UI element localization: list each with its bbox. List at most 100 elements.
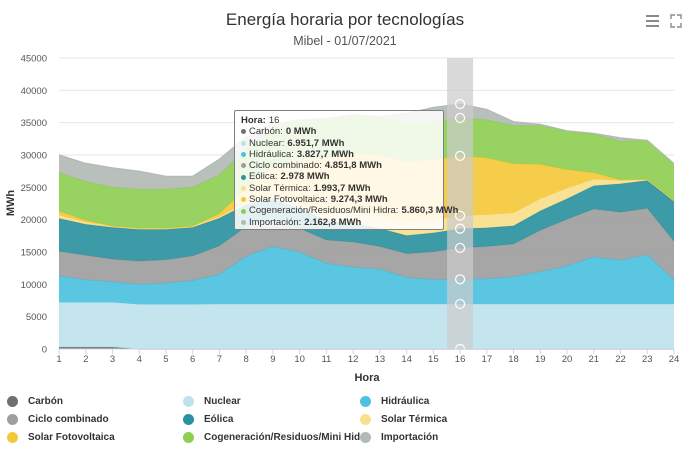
legend-item[interactable]: Cogeneración/Residuos/Mini Hidra	[183, 432, 370, 443]
area-series-1[interactable]	[59, 302, 674, 349]
legend-label: Ciclo combinado	[28, 414, 109, 425]
x-tick-label: 1	[56, 354, 61, 365]
legend-color-dot	[360, 396, 371, 407]
tooltip-series-dot	[241, 185, 246, 191]
x-axis: 1 2 3 4 5 6 7 8 9 10 11 12 13 14 15 16 17 18 19 20 21 22 23 24	[56, 348, 680, 365]
legend-color-dot	[7, 414, 18, 425]
tooltip-series-label: Eólica:	[249, 171, 278, 183]
area-series-2[interactable]	[59, 246, 674, 305]
hover-marker-2	[454, 274, 466, 285]
y-tick-label: 40000	[21, 86, 47, 97]
x-axis-title: Hora	[354, 372, 380, 384]
tooltip-series-label: Importación:	[249, 216, 302, 228]
tooltip-series-value: 3.827,7 MWh	[296, 148, 354, 160]
tooltip-row: Solar Fotovoltaica: 9.274,3 MWh	[241, 194, 437, 205]
tooltip-series-label: Carbón:	[249, 126, 283, 138]
area-series-5[interactable]	[59, 179, 674, 236]
tooltip-row: Importación: 2.162,8 MWh	[241, 217, 437, 228]
crosshair-band	[447, 58, 474, 349]
x-tick-label: 2	[83, 354, 88, 365]
x-tick-label: 11	[321, 354, 331, 365]
legend-color-dot	[360, 432, 371, 443]
tooltip-series-value: 2.978 MWh	[280, 171, 330, 183]
legend-color-dot	[183, 432, 194, 443]
area-series-7[interactable]	[59, 114, 674, 229]
y-axis-title: MWh	[5, 190, 17, 217]
y-tick-label: 25000	[21, 183, 47, 194]
x-tick-label: 10	[294, 354, 305, 365]
x-tick-label: 21	[588, 354, 599, 365]
legend-item[interactable]: Ciclo combinado	[7, 414, 109, 425]
tooltip-series-dot	[241, 219, 246, 225]
area-series-3[interactable]	[59, 208, 674, 285]
hover-marker-5	[454, 210, 466, 221]
hover-marker-4	[454, 223, 466, 234]
legend-label: Cogeneración/Residuos/Mini Hidra	[204, 432, 370, 443]
y-tick-label: 15000	[21, 248, 47, 259]
legend-item[interactable]: Carbón	[7, 396, 63, 407]
tooltip-header-label: Hora:	[241, 115, 266, 126]
x-tick-label: 3	[110, 354, 115, 365]
tooltip-series-value: 5.860,3 MWh	[401, 205, 459, 217]
tooltip-series-dot	[241, 152, 246, 158]
x-tick-label: 17	[482, 354, 493, 365]
tooltip-series-label: Cogeneración/Residuos/Mini Hidra:	[249, 205, 399, 217]
y-tick-label: 5000	[26, 312, 47, 323]
hover-marker-6	[454, 150, 466, 161]
x-tick-label: 16	[455, 354, 466, 365]
tooltip-series-label: Solar Térmica:	[249, 182, 311, 194]
x-tick-label: 12	[348, 354, 359, 365]
tooltip-series-dot	[241, 174, 246, 180]
legend-label: Nuclear	[204, 396, 241, 407]
y-axis: 0 5000 10000 15000 20000 25000 30000 35000 40000…	[21, 54, 47, 356]
data-tooltip: Hora: 16 Carbón: 0 MWh Nuclear: 6.951,7 MWh…	[234, 110, 458, 230]
tooltip-row: Hidráulica: 3.827,7 MWh	[241, 149, 437, 160]
legend-color-dot	[183, 396, 194, 407]
x-tick-label: 14	[401, 354, 412, 365]
legend-label: Solar Fotovoltaica	[28, 432, 115, 443]
legend-label: Importación	[381, 432, 439, 443]
x-tick-label: 5	[163, 354, 168, 365]
x-tick-label: 4	[137, 354, 142, 365]
x-tick-label: 24	[669, 354, 680, 365]
legend-item[interactable]: Nuclear	[183, 396, 241, 407]
legend-item[interactable]: Importación	[360, 432, 438, 443]
legend-color-dot	[183, 414, 194, 425]
legend-color-dot	[7, 432, 18, 443]
area-series-8[interactable]	[59, 104, 674, 190]
tooltip-series-label: Ciclo combinado:	[249, 160, 322, 172]
tooltip-row: Nuclear: 6.951,7 MWh	[241, 138, 437, 149]
tooltip-series-dot	[241, 197, 246, 203]
y-tick-label: 30000	[21, 151, 47, 162]
tooltip-series-value: 2.162,8 MWh	[304, 216, 362, 228]
y-tick-label: 20000	[21, 215, 47, 226]
x-tick-label: 15	[428, 354, 439, 365]
y-tick-label: 35000	[21, 118, 47, 129]
x-tick-label: 6	[190, 354, 195, 365]
legend-item[interactable]: Eólica	[183, 414, 233, 425]
chart-title: Energía horaria por tecnologías	[225, 10, 465, 29]
tooltip-series-value: 6.951,7 MWh	[287, 137, 345, 149]
legend-item[interactable]: Hidráulica	[360, 396, 429, 407]
tooltip-series-label: Nuclear:	[249, 137, 285, 149]
x-tick-label: 19	[535, 354, 546, 365]
tooltip-series-value: 9.274,3 MWh	[330, 194, 388, 206]
hamburger-menu-icon[interactable]	[646, 15, 659, 27]
legend-item[interactable]: Solar Fotovoltaica	[7, 432, 115, 443]
tooltip-series-label: Solar Fotovoltaica:	[249, 194, 328, 206]
legend-item[interactable]: Solar Térmica	[360, 414, 447, 425]
tooltip-series-value: 0 MWh	[285, 126, 317, 138]
y-tick-label: 0	[42, 345, 47, 356]
legend-label: Hidráulica	[381, 396, 430, 407]
tooltip-row: Cogeneración/Residuos/Mini Hidra: 5.860,3…	[241, 205, 458, 217]
tooltip-row: Solar Térmica: 1.993,7 MWh	[241, 183, 437, 194]
expand-icon[interactable]	[670, 14, 682, 28]
area-series-4[interactable]	[59, 180, 674, 262]
tooltip-series-dot	[241, 140, 246, 146]
legend-label: Carbón	[28, 396, 63, 407]
tooltip-series-value: 1.993,7 MWh	[313, 182, 371, 194]
x-tick-label: 7	[217, 354, 222, 365]
tooltip-series-label: Hidráulica:	[249, 148, 294, 160]
tooltip-header-value: 16	[268, 115, 280, 126]
chart-legend: Carbón Nuclear Hidráulica Ciclo combinado Eó…	[0, 392, 690, 462]
